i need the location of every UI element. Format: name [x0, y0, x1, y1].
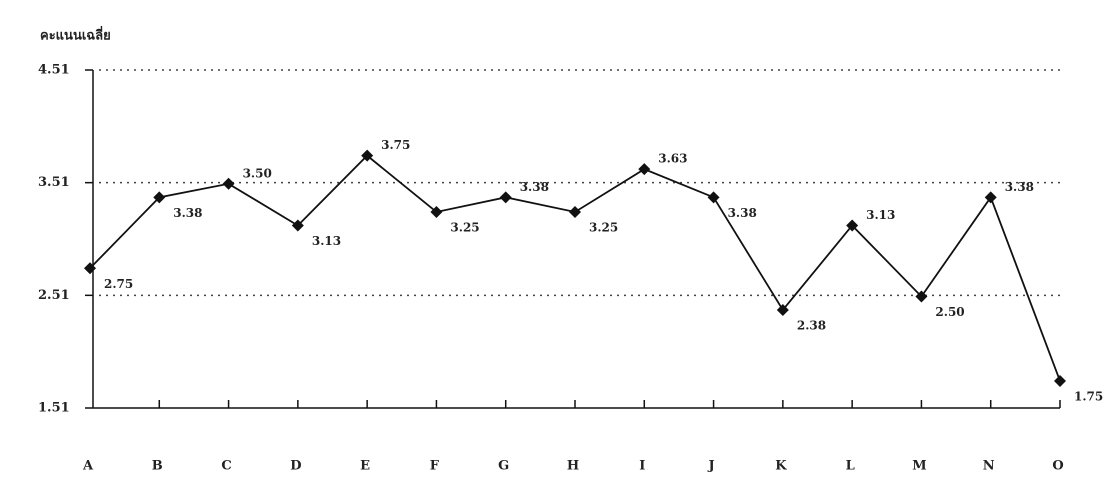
value-label: 3.25 [589, 220, 618, 234]
y-tick-label: 1.51 [38, 401, 70, 416]
x-tick-label: L [846, 459, 855, 474]
x-tick-label: M [912, 459, 926, 474]
x-tick-label: J [707, 459, 714, 474]
value-label: 3.38 [1005, 180, 1034, 194]
data-point [430, 205, 443, 218]
x-tick-label: K [775, 459, 787, 474]
data-point [153, 191, 166, 204]
value-label: 1.75 [1074, 389, 1103, 403]
data-point [291, 219, 304, 232]
x-tick-label: C [221, 459, 231, 474]
value-label: 3.13 [312, 234, 341, 248]
x-tick-label: H [567, 459, 579, 474]
y-tick-label: 2.51 [38, 288, 70, 303]
data-point [361, 149, 374, 162]
x-tick-label: G [498, 459, 509, 474]
data-point [915, 290, 928, 303]
x-tick-label: I [639, 459, 645, 474]
value-label: 2.50 [935, 305, 964, 319]
value-label: 3.75 [381, 138, 410, 152]
data-point [499, 191, 512, 204]
data-point [222, 177, 235, 190]
data-point [984, 191, 997, 204]
x-tick-label: A [82, 459, 94, 474]
value-label: 3.63 [658, 152, 687, 166]
y-tick-label: 4.51 [38, 63, 70, 78]
x-tick-label: N [983, 459, 995, 474]
value-label: 3.38 [520, 180, 549, 194]
value-label: 2.38 [797, 318, 826, 332]
x-tick-label: O [1052, 459, 1063, 474]
value-label: 2.75 [104, 277, 133, 291]
data-point [846, 219, 859, 232]
data-point [84, 262, 96, 275]
value-label: 3.38 [728, 206, 757, 220]
data-point [638, 163, 651, 176]
x-tick-label: B [152, 459, 163, 474]
value-label: 3.50 [243, 166, 272, 180]
y-axis-label: คะแนนเฉลี่ย [40, 26, 111, 44]
x-tick-label: E [360, 459, 370, 474]
data-point [776, 303, 789, 316]
value-label: 3.13 [866, 208, 895, 222]
x-tick-label: D [290, 459, 301, 474]
data-point [1054, 374, 1066, 387]
data-point [707, 191, 720, 204]
y-tick-label: 3.51 [38, 175, 70, 190]
data-line [89, 154, 1061, 382]
data-point [569, 205, 581, 218]
value-label: 3.38 [173, 206, 202, 220]
value-label: 3.25 [450, 220, 479, 234]
x-tick-label: F [430, 459, 440, 474]
